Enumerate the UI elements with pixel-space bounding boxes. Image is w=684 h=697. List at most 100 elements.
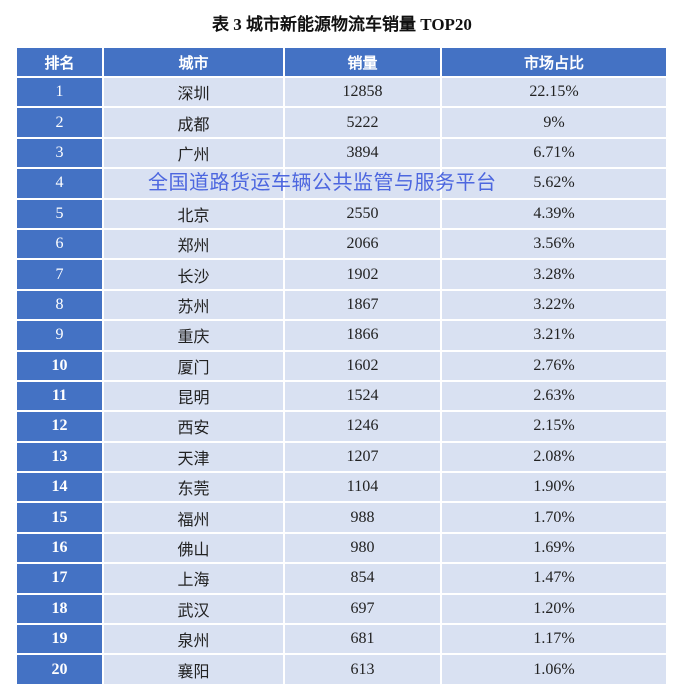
sales-cell: 12858 (283, 75, 442, 109)
sales-cell: 697 (283, 592, 442, 626)
share-cell: 1.90% (440, 471, 668, 504)
sales-cell: 1902 (283, 258, 442, 291)
table-row: 10 厦门 1602 2.76% (15, 349, 668, 382)
city-cell: 上海 (102, 562, 285, 595)
share-cell: 1.17% (440, 623, 668, 656)
share-cell: 2.63% (440, 379, 668, 413)
rank-cell: 12 (15, 410, 104, 443)
rank-cell: 6 (15, 227, 104, 261)
rank-cell: 2 (15, 106, 104, 139)
rank-cell: 1 (15, 75, 104, 109)
share-cell: 3.28% (440, 258, 668, 291)
share-cell: 4.39% (440, 197, 668, 230)
table-row: 16 佛山 980 1.69% (15, 531, 668, 565)
city-cell: 长沙 (102, 258, 285, 291)
sales-cell: 681 (283, 623, 442, 656)
table-row: 6 郑州 2066 3.56% (15, 227, 668, 261)
table-row: 5 北京 2550 4.39% (15, 197, 668, 230)
share-cell: 22.15% (440, 75, 668, 109)
rank-cell: 11 (15, 379, 104, 413)
city-cell: 厦门 (102, 349, 285, 382)
sales-cell: 5222 (283, 106, 442, 139)
city-cell: 东莞 (102, 471, 285, 504)
sales-cell: 988 (283, 501, 442, 534)
sales-cell: 1524 (283, 379, 442, 413)
rank-cell: 10 (15, 349, 104, 382)
city-cell: 襄阳 (102, 653, 285, 686)
city-cell (102, 167, 285, 200)
sales-cell: 1866 (283, 319, 442, 352)
table-row: 3 广州 3894 6.71% (15, 136, 668, 170)
city-cell: 北京 (102, 197, 285, 230)
share-cell: 2.15% (440, 410, 668, 443)
sales-cell (283, 167, 442, 200)
table-row: 1 深圳 12858 22.15% (15, 75, 668, 109)
table-row: 19 泉州 681 1.17% (15, 623, 668, 656)
rank-cell: 4 (15, 167, 104, 200)
city-cell: 重庆 (102, 319, 285, 352)
sales-cell: 1104 (283, 471, 442, 504)
sales-cell: 1207 (283, 440, 442, 474)
city-cell: 天津 (102, 440, 285, 474)
rank-cell: 14 (15, 471, 104, 504)
sales-cell: 980 (283, 531, 442, 565)
table-row: 18 武汉 697 1.20% (15, 592, 668, 626)
table-row: 15 福州 988 1.70% (15, 501, 668, 534)
header-row: 排名 城市 销量 市场占比 (15, 46, 668, 78)
city-cell: 武汉 (102, 592, 285, 626)
city-cell: 苏州 (102, 288, 285, 322)
share-cell: 1.70% (440, 501, 668, 534)
sales-cell: 1246 (283, 410, 442, 443)
city-cell: 郑州 (102, 227, 285, 261)
share-cell: 3.56% (440, 227, 668, 261)
rank-cell: 20 (15, 653, 104, 686)
table-row: 11 昆明 1524 2.63% (15, 379, 668, 413)
share-cell: 3.21% (440, 319, 668, 352)
share-cell: 1.69% (440, 531, 668, 565)
share-cell: 2.08% (440, 440, 668, 474)
header-rank: 排名 (15, 46, 104, 78)
rank-cell: 7 (15, 258, 104, 291)
rank-cell: 8 (15, 288, 104, 322)
sales-cell: 3894 (283, 136, 442, 170)
city-cell: 深圳 (102, 75, 285, 109)
share-cell: 1.20% (440, 592, 668, 626)
table-row: 12 西安 1246 2.15% (15, 410, 668, 443)
sales-cell: 1602 (283, 349, 442, 382)
table-row: 2 成都 5222 9% (15, 106, 668, 139)
rank-cell: 5 (15, 197, 104, 230)
rank-cell: 15 (15, 501, 104, 534)
table-row: 20 襄阳 613 1.06% (15, 653, 668, 686)
share-cell: 3.22% (440, 288, 668, 322)
city-cell: 昆明 (102, 379, 285, 413)
table-row: 9 重庆 1866 3.21% (15, 319, 668, 352)
header-share: 市场占比 (440, 46, 668, 78)
city-cell: 泉州 (102, 623, 285, 656)
city-cell: 西安 (102, 410, 285, 443)
share-cell: 1.47% (440, 562, 668, 595)
share-cell: 5.62% (440, 167, 668, 200)
rank-cell: 9 (15, 319, 104, 352)
rank-cell: 18 (15, 592, 104, 626)
city-cell: 福州 (102, 501, 285, 534)
rank-cell: 17 (15, 562, 104, 595)
rank-cell: 3 (15, 136, 104, 170)
rank-cell: 19 (15, 623, 104, 656)
share-cell: 1.06% (440, 653, 668, 686)
header-city: 城市 (102, 46, 285, 78)
city-cell: 成都 (102, 106, 285, 139)
table-row: 7 长沙 1902 3.28% (15, 258, 668, 291)
table-row: 8 苏州 1867 3.22% (15, 288, 668, 322)
table-row: 4 5.62% (15, 167, 668, 200)
table-row: 17 上海 854 1.47% (15, 562, 668, 595)
header-sales: 销量 (283, 46, 442, 78)
table-row: 14 东莞 1104 1.90% (15, 471, 668, 504)
rank-cell: 13 (15, 440, 104, 474)
sales-cell: 2066 (283, 227, 442, 261)
sales-cell: 2550 (283, 197, 442, 230)
share-cell: 9% (440, 106, 668, 139)
share-cell: 2.76% (440, 349, 668, 382)
rank-cell: 16 (15, 531, 104, 565)
sales-cell: 613 (283, 653, 442, 686)
sales-cell: 1867 (283, 288, 442, 322)
